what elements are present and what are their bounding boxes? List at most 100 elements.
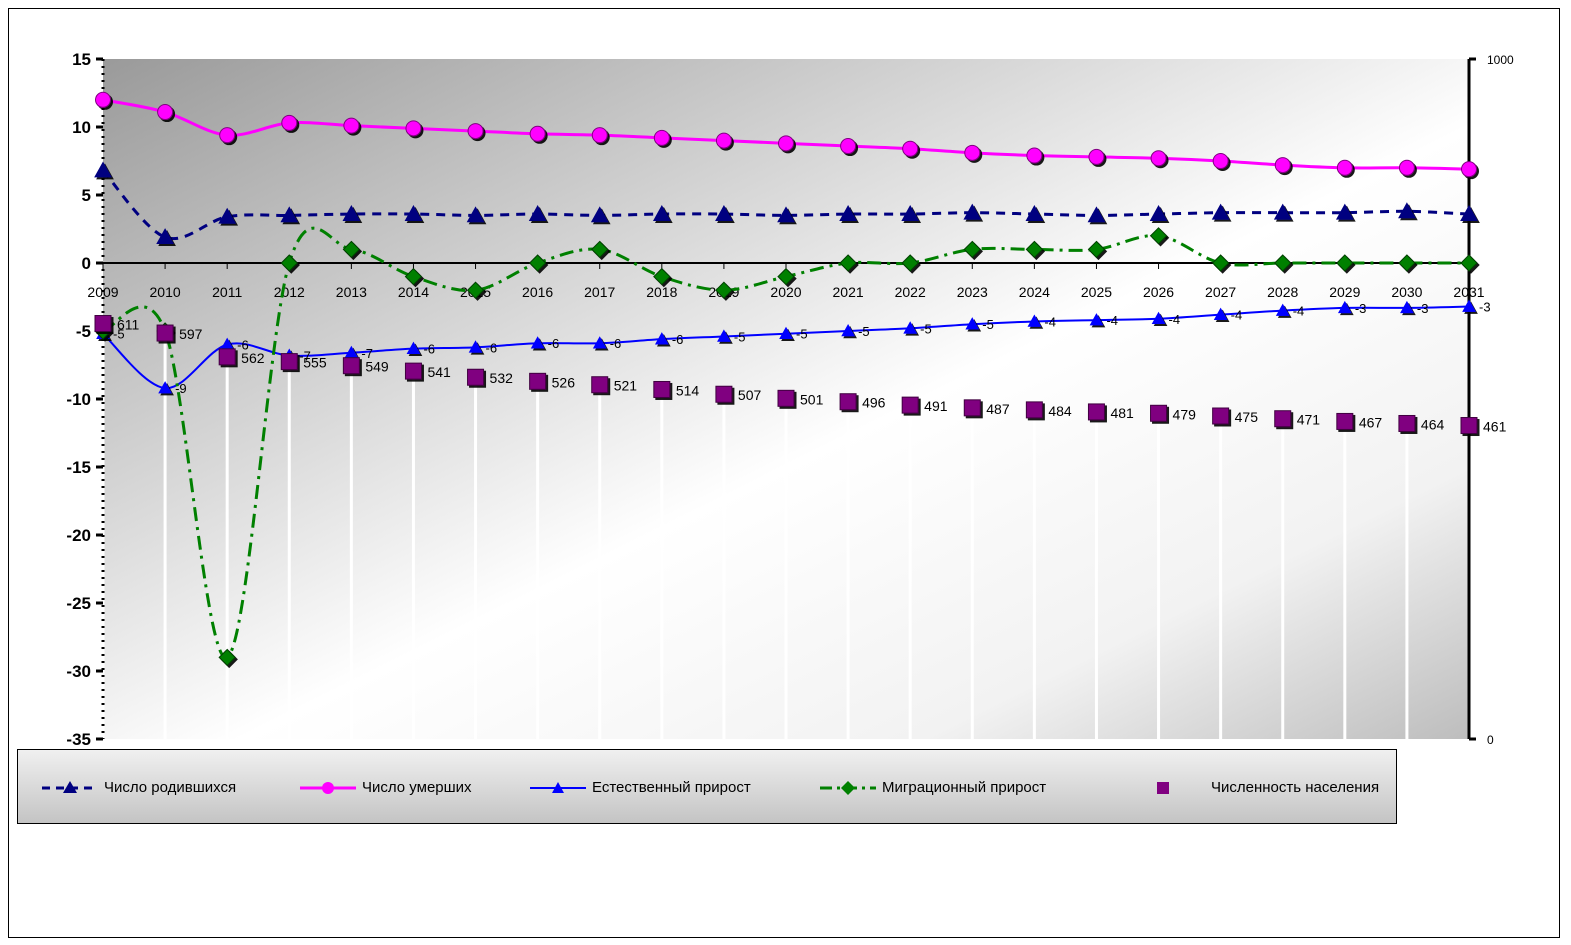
population-point bbox=[901, 396, 919, 414]
population-point bbox=[591, 376, 609, 394]
natural-growth-label: -4 bbox=[1106, 313, 1118, 328]
x-tick-label: 2024 bbox=[1019, 284, 1050, 300]
deaths-point bbox=[715, 132, 732, 149]
migration-point bbox=[653, 267, 671, 286]
population-point bbox=[715, 385, 733, 403]
deaths-point bbox=[157, 104, 174, 121]
x-tick-label: 2025 bbox=[1081, 284, 1112, 300]
population-label: 479 bbox=[1173, 406, 1197, 422]
natural-growth-label: -7 bbox=[361, 346, 373, 361]
births-line bbox=[101, 169, 1470, 241]
natural-growth-point bbox=[1275, 303, 1290, 316]
migration-point bbox=[404, 267, 423, 286]
migration-point bbox=[1211, 254, 1230, 272]
natural-growth-label: -6 bbox=[548, 336, 560, 351]
migration-point bbox=[1398, 254, 1416, 272]
axes: 2009201020112012201320142015201620172018… bbox=[66, 50, 1514, 749]
population-point bbox=[1087, 403, 1105, 421]
population-label: 461 bbox=[1483, 419, 1507, 435]
natural-growth-label: -4 bbox=[1169, 312, 1181, 327]
natural-growth-point bbox=[965, 317, 980, 330]
x-tick-label: 2011 bbox=[212, 284, 242, 300]
population-label: 501 bbox=[800, 391, 824, 407]
x-tick-label: 2023 bbox=[957, 284, 988, 300]
y-tick-label: -35 bbox=[66, 730, 91, 749]
y-tick-label: -25 bbox=[66, 594, 91, 613]
natural-growth-point bbox=[1027, 314, 1042, 327]
chart-frame: 2009201020112012201320142015201620172018… bbox=[8, 8, 1560, 938]
deaths-point bbox=[529, 125, 546, 142]
population-label: 464 bbox=[1421, 416, 1445, 432]
population-point bbox=[218, 348, 236, 366]
x-tick-label: 2030 bbox=[1391, 284, 1422, 300]
population-label: 491 bbox=[924, 398, 948, 414]
natural-growth-label: -6 bbox=[486, 340, 498, 355]
deaths-point bbox=[840, 138, 857, 155]
natural-growth-label: -5 bbox=[734, 329, 746, 344]
migration-point bbox=[777, 267, 795, 286]
legend-item-natural-growth: Естественный прирост bbox=[528, 750, 751, 825]
population-point bbox=[1025, 401, 1043, 419]
population-label: 496 bbox=[862, 395, 886, 411]
deaths-point bbox=[405, 120, 422, 137]
y-tick-label: -20 bbox=[66, 526, 91, 545]
natural-growth-label: -3 bbox=[1355, 301, 1367, 316]
natural-growth-point bbox=[1400, 300, 1414, 314]
population-label: 514 bbox=[676, 382, 700, 398]
deaths-point bbox=[1150, 150, 1167, 167]
deaths-point bbox=[778, 135, 794, 152]
natural-growth-label: -5 bbox=[796, 327, 808, 342]
y-tick-label: 5 bbox=[82, 186, 91, 205]
natural-growth-point bbox=[1337, 300, 1352, 314]
natural-growth-point bbox=[903, 321, 918, 334]
x-tick-label: 2020 bbox=[770, 284, 801, 300]
births-point bbox=[1398, 202, 1416, 219]
population-droplines bbox=[101, 323, 1471, 739]
births-point bbox=[528, 205, 547, 221]
y-tick-label: -15 bbox=[66, 458, 91, 477]
natural-growth-label: -3 bbox=[1479, 300, 1491, 315]
population-point bbox=[1274, 410, 1292, 428]
x-tick-label: 2028 bbox=[1267, 284, 1298, 300]
legend-label-natural-growth: Естественный прирост bbox=[592, 779, 751, 796]
migration-point bbox=[1149, 227, 1168, 245]
births-point bbox=[94, 161, 112, 178]
migration-point bbox=[901, 254, 919, 272]
natural-growth-line bbox=[102, 305, 1470, 390]
natural-growth-label: -6 bbox=[237, 338, 249, 353]
y2-tick-label: 0 bbox=[1487, 733, 1494, 747]
migration-point bbox=[218, 648, 236, 667]
x-tick-label: 2012 bbox=[274, 284, 305, 300]
legend-item-population: Численность населения bbox=[1133, 750, 1379, 825]
natural-growth-point bbox=[530, 336, 545, 349]
population-label: 526 bbox=[552, 374, 576, 390]
natural-growth-point bbox=[779, 326, 793, 340]
population-label: 471 bbox=[1297, 412, 1321, 428]
population-label: 611 bbox=[117, 317, 140, 333]
natural-growth-label: -5 bbox=[982, 317, 994, 332]
deaths-point bbox=[343, 117, 360, 134]
births-point bbox=[715, 205, 733, 221]
natural-growth-label: -6 bbox=[610, 336, 622, 351]
births-point bbox=[901, 205, 920, 221]
births-point bbox=[404, 205, 423, 221]
population-point bbox=[342, 357, 360, 375]
migration-point bbox=[466, 281, 485, 299]
population-point bbox=[404, 362, 422, 380]
natural-growth-label: -6 bbox=[423, 342, 435, 357]
population-label: 549 bbox=[365, 359, 389, 375]
natural-growth-point bbox=[592, 336, 607, 349]
migration-point bbox=[1460, 254, 1478, 272]
natural-growth-label: -6 bbox=[672, 332, 684, 347]
y-tick-label: -10 bbox=[66, 390, 91, 409]
y-tick-label: 10 bbox=[72, 118, 91, 137]
natural-growth-point bbox=[1462, 299, 1476, 312]
deaths-point bbox=[1026, 147, 1043, 164]
deaths-point bbox=[653, 129, 670, 146]
natural-growth-point bbox=[406, 341, 421, 354]
births-point bbox=[1149, 205, 1168, 221]
legend-swatch-natural-growth bbox=[530, 781, 586, 793]
y2-tick-label: 1000 bbox=[1487, 53, 1514, 67]
population-point bbox=[529, 372, 547, 390]
x-tick-label: 2021 bbox=[833, 284, 864, 300]
